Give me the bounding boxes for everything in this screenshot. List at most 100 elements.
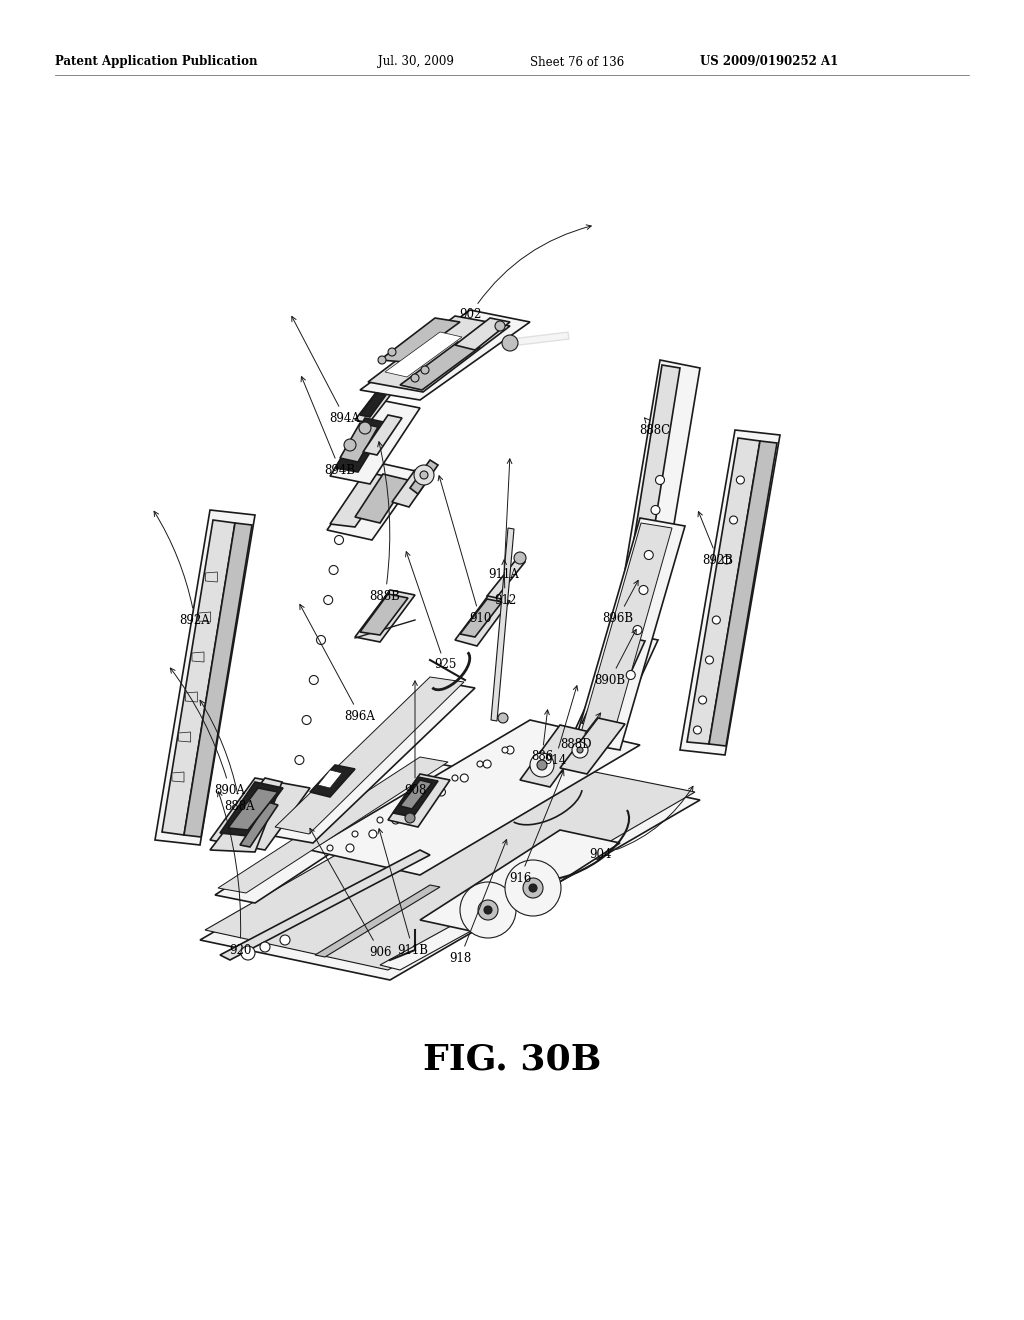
Circle shape — [495, 321, 505, 331]
Text: 890B: 890B — [595, 630, 636, 686]
Circle shape — [260, 942, 270, 952]
Circle shape — [427, 789, 433, 795]
Polygon shape — [420, 830, 620, 933]
Polygon shape — [240, 803, 278, 847]
Circle shape — [498, 713, 508, 723]
Polygon shape — [330, 400, 420, 484]
Polygon shape — [385, 333, 462, 378]
Circle shape — [327, 845, 333, 851]
Circle shape — [460, 774, 468, 781]
Polygon shape — [455, 318, 510, 350]
Polygon shape — [340, 422, 378, 462]
Text: 902: 902 — [459, 224, 591, 322]
Polygon shape — [310, 719, 640, 875]
Text: Sheet 76 of 136: Sheet 76 of 136 — [530, 55, 625, 69]
Circle shape — [392, 816, 399, 824]
Circle shape — [478, 900, 498, 920]
Text: 911B: 911B — [378, 829, 428, 957]
Text: Jul. 30, 2009: Jul. 30, 2009 — [378, 55, 454, 69]
Circle shape — [505, 861, 561, 916]
Polygon shape — [360, 393, 386, 417]
Polygon shape — [355, 474, 408, 523]
Text: 894A: 894A — [292, 317, 360, 425]
Circle shape — [698, 696, 707, 704]
Text: 918: 918 — [449, 840, 507, 965]
Polygon shape — [330, 473, 390, 527]
Text: FIG. 30B: FIG. 30B — [423, 1043, 601, 1077]
Circle shape — [377, 817, 383, 822]
Text: 906: 906 — [310, 829, 391, 958]
Circle shape — [506, 746, 514, 754]
Circle shape — [483, 760, 492, 768]
Circle shape — [378, 356, 386, 364]
Circle shape — [324, 595, 333, 605]
Circle shape — [309, 676, 318, 685]
Circle shape — [530, 752, 554, 777]
Polygon shape — [709, 441, 777, 746]
Text: 911A: 911A — [488, 459, 519, 582]
Circle shape — [302, 715, 311, 725]
Circle shape — [344, 440, 356, 451]
Polygon shape — [560, 718, 625, 774]
Circle shape — [706, 656, 714, 664]
Circle shape — [415, 803, 423, 810]
Polygon shape — [193, 652, 204, 663]
Polygon shape — [275, 677, 464, 834]
Circle shape — [241, 946, 255, 960]
Polygon shape — [315, 884, 440, 957]
Circle shape — [639, 586, 648, 594]
Circle shape — [484, 906, 492, 913]
Polygon shape — [327, 462, 420, 540]
Polygon shape — [268, 680, 475, 843]
Circle shape — [655, 475, 665, 484]
Polygon shape — [575, 517, 685, 750]
Text: 890A: 890A — [170, 668, 246, 796]
Polygon shape — [200, 760, 700, 979]
Polygon shape — [210, 777, 310, 850]
Circle shape — [502, 335, 518, 351]
Circle shape — [346, 843, 354, 851]
Text: 914: 914 — [544, 685, 578, 767]
Polygon shape — [582, 636, 645, 730]
Text: 888A: 888A — [200, 701, 255, 813]
Polygon shape — [220, 781, 283, 836]
Polygon shape — [687, 438, 760, 744]
Polygon shape — [210, 777, 282, 851]
Text: US 2009/0190252 A1: US 2009/0190252 A1 — [700, 55, 839, 69]
Circle shape — [452, 775, 458, 781]
Polygon shape — [680, 430, 780, 755]
Circle shape — [329, 565, 338, 574]
Polygon shape — [205, 755, 695, 970]
Polygon shape — [490, 528, 514, 721]
Polygon shape — [335, 418, 388, 473]
Polygon shape — [380, 318, 460, 362]
Polygon shape — [172, 772, 184, 781]
Text: 920: 920 — [217, 792, 251, 957]
Circle shape — [295, 755, 304, 764]
Polygon shape — [178, 733, 190, 742]
Circle shape — [713, 616, 720, 624]
Circle shape — [406, 813, 415, 822]
Text: 896A: 896A — [300, 605, 376, 722]
Circle shape — [421, 366, 429, 374]
Text: 888B: 888B — [370, 442, 400, 602]
Polygon shape — [625, 366, 680, 598]
Text: 892B: 892B — [698, 512, 733, 566]
Text: 904: 904 — [589, 787, 693, 862]
Polygon shape — [218, 756, 449, 894]
Circle shape — [502, 747, 508, 752]
Polygon shape — [393, 777, 438, 817]
Polygon shape — [400, 342, 480, 389]
Circle shape — [729, 516, 737, 524]
Circle shape — [693, 726, 701, 734]
Polygon shape — [360, 310, 530, 400]
Text: 916: 916 — [509, 771, 564, 884]
Polygon shape — [410, 459, 438, 494]
Text: 896B: 896B — [602, 581, 638, 624]
Circle shape — [736, 477, 744, 484]
Polygon shape — [362, 414, 402, 455]
Polygon shape — [400, 780, 432, 809]
Polygon shape — [184, 523, 252, 837]
Circle shape — [316, 635, 326, 644]
Polygon shape — [228, 788, 278, 830]
